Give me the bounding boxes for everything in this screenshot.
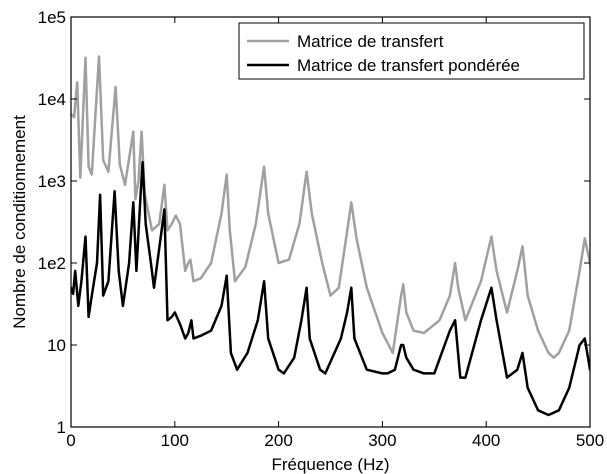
- y-axis-label: Nombre de conditionnement: [10, 115, 29, 329]
- y-tick-label: 1: [57, 418, 66, 437]
- x-tick-label: 200: [264, 431, 292, 450]
- legend-box: [238, 22, 585, 80]
- legend: Matrice de transfert Matrice de transfer…: [238, 22, 585, 80]
- ticks-group: 0 100 200 300 400 500 1 10 1e2 1e3 1e4 1e5: [38, 8, 605, 450]
- y-tick-label: 1e3: [38, 172, 66, 191]
- series-line-matrice-de-transfert: [71, 55, 590, 359]
- legend-label-matrice-de-transfert-ponderee: Matrice de transfert pondérée: [297, 56, 520, 75]
- y-tick-label: 1e4: [38, 90, 66, 109]
- y-tick-label: 1e5: [38, 8, 66, 27]
- series-line-matrice-de-transfert-ponderee: [71, 160, 590, 417]
- y-tick-label: 10: [47, 336, 66, 355]
- plot-frame: [70, 16, 591, 428]
- x-tick-label: 500: [576, 431, 604, 450]
- x-tick-label: 300: [368, 431, 396, 450]
- legend-label-matrice-de-transfert: Matrice de transfert: [297, 32, 444, 51]
- x-tick-label: 100: [161, 431, 189, 450]
- series-group: [71, 55, 590, 417]
- x-tick-label: 0: [66, 431, 75, 450]
- x-tick-label: 400: [472, 431, 500, 450]
- x-axis-label: Fréquence (Hz): [271, 455, 389, 474]
- y-tick-label: 1e2: [38, 254, 66, 273]
